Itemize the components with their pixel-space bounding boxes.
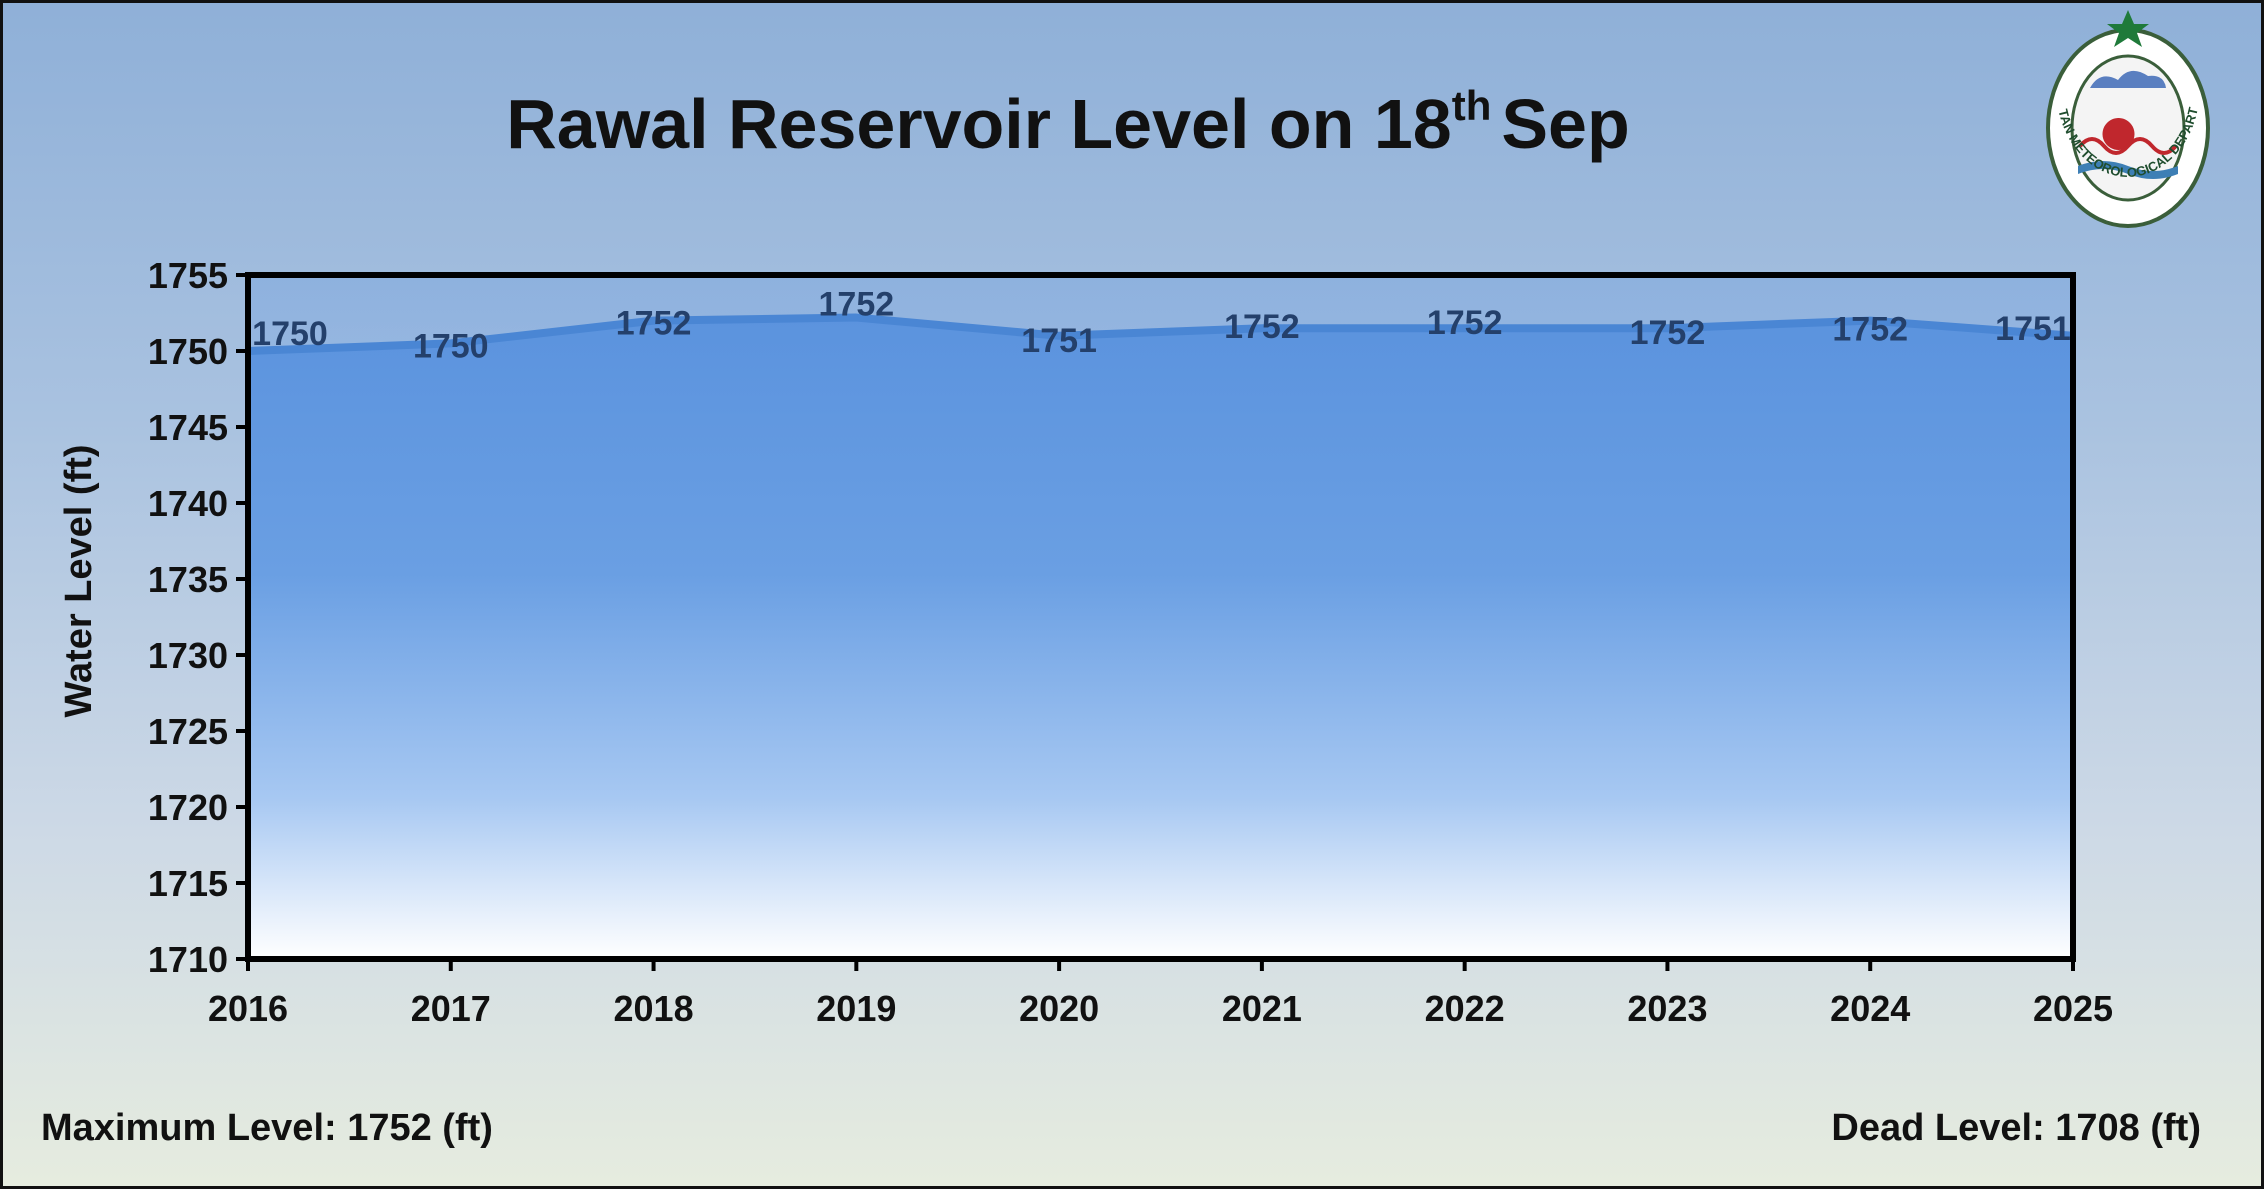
- chart-title-main: Rawal Reservoir Level on 18: [506, 85, 1451, 163]
- data-point: [1665, 326, 1670, 331]
- x-tick-label: 2017: [411, 988, 491, 1029]
- y-tick-label: 1750: [148, 331, 228, 372]
- y-axis: 1710 1715 1720 1725 1730 1735 1740 1745 1750 1755: [148, 255, 248, 980]
- data-label: 1751: [1995, 310, 2071, 348]
- plot-area-border: [245, 272, 2076, 962]
- chart-title: Rawal Reservoir Level on 18th Sep: [506, 82, 1630, 163]
- x-axis: 2016 2017 2018 2019 2020 2021 2022 2023 2024 2025: [208, 959, 2113, 1029]
- data-point: [1868, 318, 1873, 323]
- logo-cloud-icon: [2090, 70, 2166, 88]
- y-tick-label: 1740: [148, 483, 228, 524]
- x-tick-label: 2021: [1222, 988, 1302, 1029]
- logo-star-icon: [2107, 10, 2149, 47]
- x-tick-label: 2020: [1019, 988, 1099, 1029]
- data-point: [651, 318, 656, 323]
- data-label: 1752: [1224, 308, 1300, 346]
- data-point: [1057, 333, 1062, 338]
- logo-sun-icon: [2102, 118, 2135, 150]
- data-label: 1750: [413, 327, 489, 365]
- y-axis-label: Water Level (ft): [58, 444, 100, 717]
- x-tick-label: 2025: [2033, 988, 2113, 1029]
- x-tick-label: 2019: [816, 988, 896, 1029]
- data-label: 1752: [1832, 311, 1908, 349]
- area-top-line: [247, 313, 2074, 355]
- max-level-note: Maximum Level: 1752 (ft): [41, 1107, 493, 1149]
- x-tick-label: 2018: [614, 988, 694, 1029]
- chart-title-superscript: th: [1452, 82, 1492, 129]
- chart-title-suffix: Sep: [1501, 85, 1629, 163]
- data-label: 1752: [1630, 314, 1706, 352]
- data-label: 1750: [252, 315, 328, 353]
- y-tick-label: 1730: [148, 635, 228, 676]
- area-fill: [248, 317, 2073, 959]
- data-point: [448, 341, 453, 346]
- area-layer: [246, 313, 2075, 959]
- data-labels: 1750 1750 1752 1752 1751 1752 1752 1752 1752 1751: [252, 286, 2071, 366]
- y-tick-label: 1715: [148, 863, 228, 904]
- dead-level-note: Dead Level: 1708 (ft): [1831, 1107, 2201, 1149]
- logo-wave-icon: [2078, 137, 2178, 155]
- data-label: 1751: [1021, 322, 1097, 360]
- chart-svg: Rawal Reservoir Level on 18th Sep 1710171…: [58, 10, 2210, 1029]
- y-tick-label: 1755: [148, 255, 228, 296]
- y-tick-label: 1745: [148, 407, 228, 448]
- data-label: 1752: [819, 286, 895, 324]
- pmd-logo: PAKISTAN METEOROLOGICAL DEPARTMENT: [2046, 10, 2210, 228]
- x-tick-label: 2024: [1830, 988, 1910, 1029]
- data-point: [1259, 326, 1264, 331]
- x-tick-label: 2023: [1627, 988, 1707, 1029]
- data-label: 1752: [616, 305, 692, 343]
- x-tick-label: 2016: [208, 988, 288, 1029]
- data-point: [1462, 326, 1467, 331]
- y-tick-label: 1735: [148, 559, 228, 600]
- y-tick-label: 1725: [148, 711, 228, 752]
- x-tick-label: 2022: [1425, 988, 1505, 1029]
- data-label: 1752: [1427, 304, 1503, 342]
- y-tick-label: 1720: [148, 787, 228, 828]
- y-tick-label: 1710: [148, 939, 228, 980]
- data-point: [854, 315, 859, 320]
- logo-water-icon: [2078, 161, 2178, 179]
